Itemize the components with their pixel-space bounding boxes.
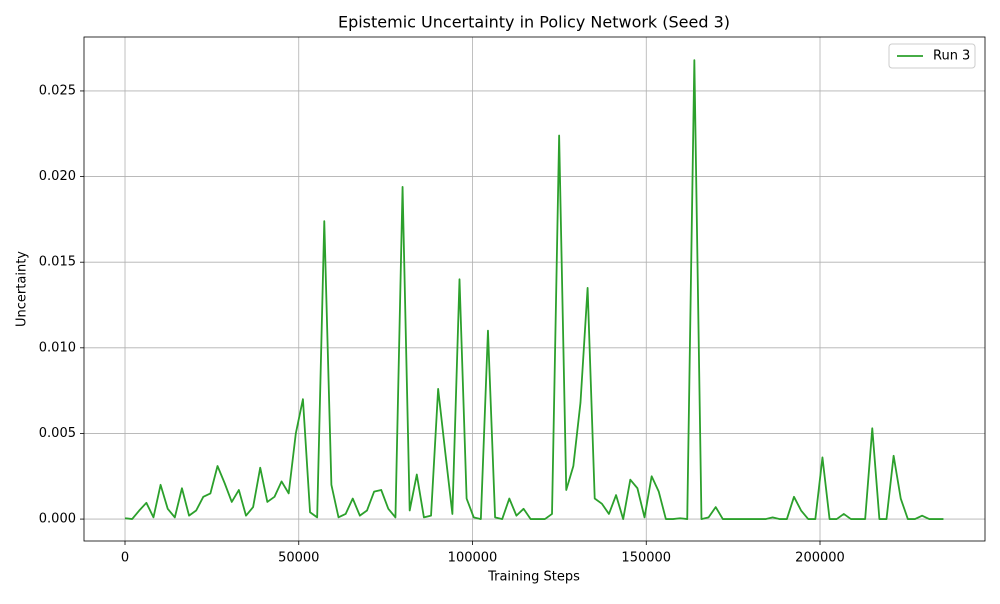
legend-box [888,43,976,69]
x-tick-label: 0 [121,551,129,566]
data-line [124,59,944,520]
y-tick-label: 0.020 [39,169,76,184]
x-tick-label: 200000 [795,551,845,566]
y-tick-label: 0.005 [39,426,76,441]
y-tick-label: 0.000 [39,512,76,527]
x-tick-label: 100000 [448,551,498,566]
plot-frame [83,36,986,542]
y-axis-label: Uncertainty [15,251,30,327]
x-tick-label: 150000 [621,551,671,566]
legend-label: Run 3 [933,49,970,64]
y-tick-label: 0.015 [39,255,76,270]
chart-title: Epistemic Uncertainty in Policy Network … [338,13,730,32]
y-tick-label: 0.010 [39,340,76,355]
x-axis-label: Training Steps [487,570,580,585]
y-tick-label: 0.025 [39,83,76,98]
x-tick-label: 50000 [278,551,319,566]
